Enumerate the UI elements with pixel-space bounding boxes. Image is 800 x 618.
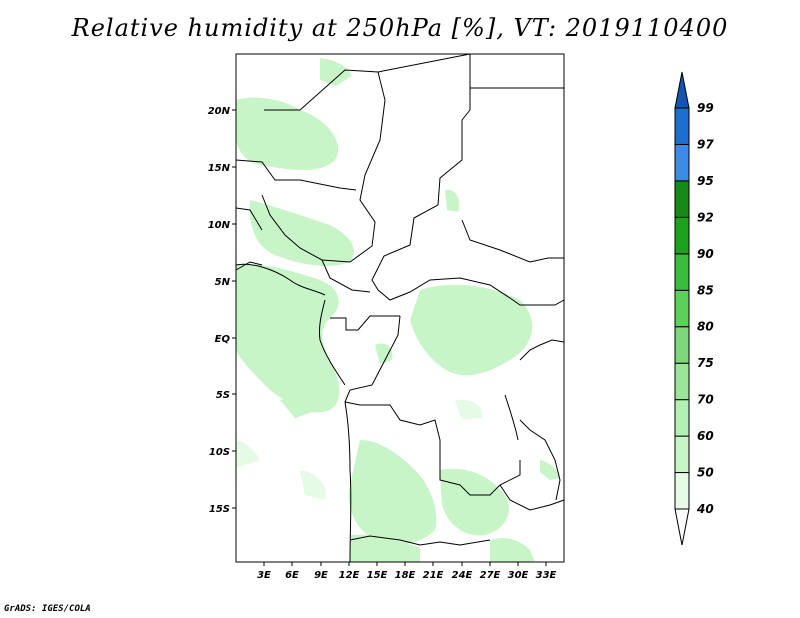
colorbar-swatch [674,472,690,510]
lat-label: 10S [209,447,230,458]
lat-axis: 20N 15N 10N 5N EQ 5S 10S 15S [208,106,236,515]
lon-axis: 3E 6E 9E 12E 15E 18E 21E 24E 27E 30E 33E [257,562,557,581]
lat-label: 15N [208,163,231,174]
colorbar-label: 60 [697,429,714,443]
lon-label: 12E [339,570,360,581]
colorbar-label: 97 [697,137,714,151]
colorbar-label: 95 [697,174,714,188]
colorbar: 40 50 60 70 75 80 85 90 92 95 97 99 [674,71,714,546]
lat-label: 5N [215,277,231,288]
colorbar-swatch [674,180,690,218]
lon-label: 6E [285,570,299,581]
humidity-shading-light [236,399,483,500]
lon-label: 24E [452,570,473,581]
chart-title: Relative humidity at 250hPa [%], VT: 201… [71,14,729,42]
colorbar-label: 40 [696,502,714,516]
lon-label: 33E [536,570,557,581]
colorbar-label: 90 [697,247,714,261]
colorbar-top-arrow [674,71,690,109]
colorbar-label: 80 [697,320,714,334]
lat-label: 15S [209,504,230,515]
lon-label: 27E [480,570,501,581]
map-frame [235,53,565,563]
colorbar-label: 99 [697,101,714,115]
colorbar-label: 70 [697,393,714,407]
colorbar-swatch [674,216,690,255]
lon-label: 18E [395,570,416,581]
lat-label: 5S [216,390,230,401]
lat-label: EQ [215,334,231,345]
colorbar-swatch [674,143,690,182]
lon-label: 30E [508,570,529,581]
country-boundaries [235,53,565,546]
colorbar-label: 50 [697,466,714,480]
lat-label: 20N [208,106,231,117]
colorbar-label: 75 [697,356,714,370]
footer-credit: GrADS: IGES/COLA [4,604,91,614]
colorbar-label: 85 [697,283,714,297]
colorbar-swatch [674,107,690,145]
colorbar-swatch [674,289,690,328]
colorbar-swatch [674,326,690,364]
map-panel [235,53,565,563]
colorbar-label: 92 [697,210,714,224]
lon-label: 15E [367,570,388,581]
coastline [235,263,519,563]
humidity-shading [236,58,560,562]
lon-label: 9E [314,570,328,581]
lon-label: 21E [423,570,444,581]
colorbar-swatch [674,399,690,437]
colorbar-swatch [674,435,690,474]
lat-label: 10N [208,220,231,231]
colorbar-swatch [674,362,690,401]
lon-label: 3E [257,570,271,581]
colorbar-bottom-arrow [674,508,690,546]
colorbar-swatch [674,253,690,291]
